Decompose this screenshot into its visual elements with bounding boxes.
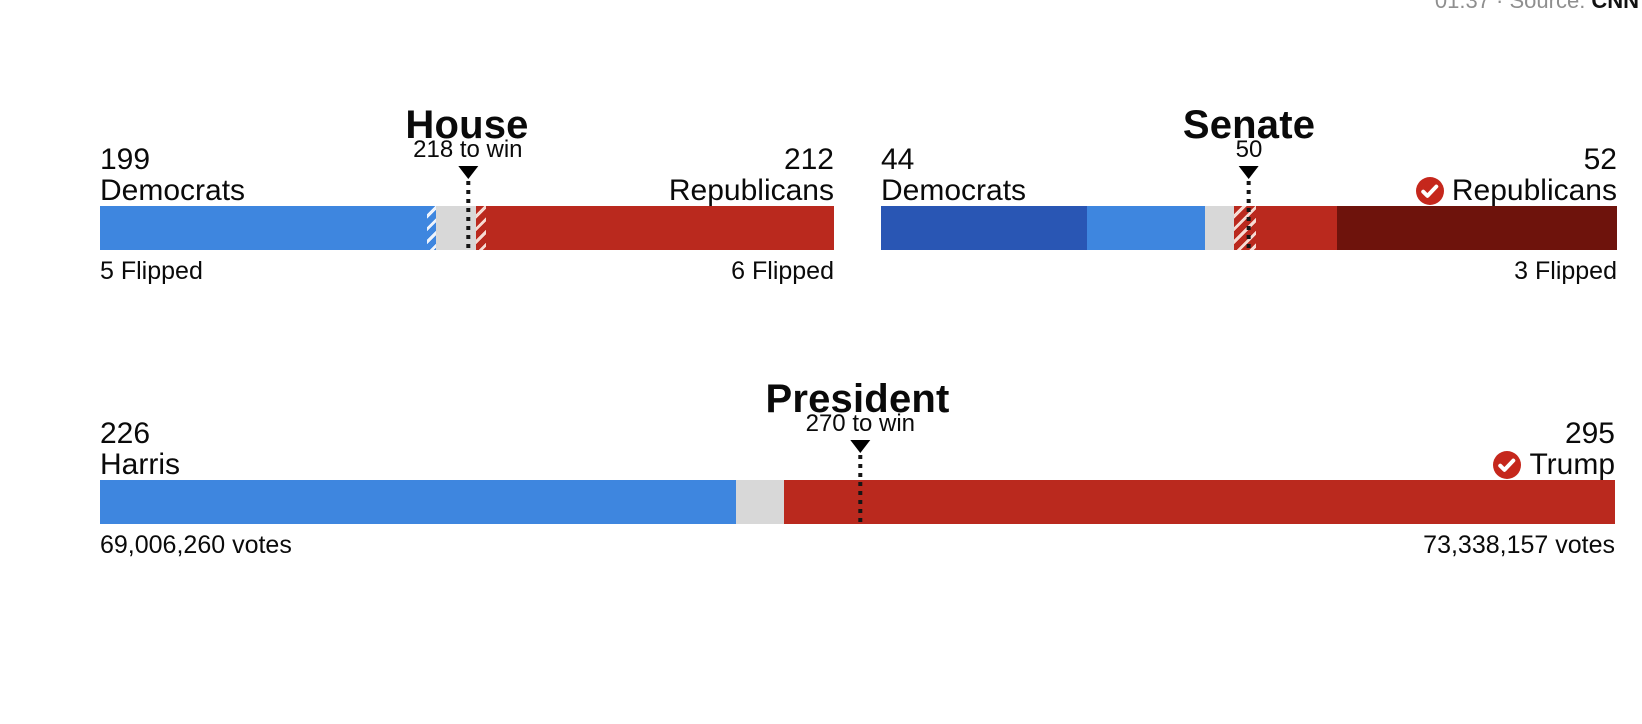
marker-triangle-icon (850, 440, 871, 453)
senate-democrats-name: Democrats (881, 174, 1027, 207)
attribution-brand: CNN (1591, 0, 1639, 13)
house-republicans-count: 212 (783, 143, 834, 176)
marker-triangle-icon (457, 166, 478, 179)
attribution: 01:37 · Source: CNN (1435, 0, 1639, 13)
race-title-house: House (405, 103, 529, 148)
marker-dotted-line (858, 455, 863, 526)
house-republicans-block: 212 Republicans (669, 144, 834, 206)
bar-segment-republicans-held (486, 206, 834, 250)
senate-democrats-block: 44 Democrats (881, 144, 1026, 206)
bar-segment-trump-won (784, 480, 1615, 524)
president-trump-block: 295 Trump (1493, 418, 1615, 480)
bar-segment-undecided (1204, 206, 1235, 250)
president-harris-name: Harris (100, 448, 180, 481)
senate-republicans-block: 52 Republicans (1415, 143, 1617, 207)
president-votes-left: 69,006,260 votes (100, 531, 292, 559)
bar-segment-democrats-flipped (427, 206, 436, 250)
bar-segment-democrats-won (1087, 206, 1205, 250)
house-democrats-block: 199 Democrats (100, 144, 245, 206)
winner-check-icon (1493, 450, 1522, 479)
senate-balance-bar (881, 206, 1617, 250)
race-title-senate: Senate (1182, 103, 1316, 148)
to-win-label: 218 to win (413, 136, 523, 163)
race-section-president: President 270 to win 226 Harris 295 Trum… (100, 346, 1615, 561)
bar-segment-republicans-won (1256, 206, 1338, 250)
to-win-label: 270 to win (805, 410, 916, 437)
race-title-president: President (765, 377, 950, 422)
house-republicans-name: Republicans (668, 174, 834, 207)
president-balance-bar (100, 480, 1615, 524)
marker-triangle-icon (1238, 166, 1259, 179)
bar-segment-harris-won (100, 480, 737, 524)
senate-republicans-count: 52 (1583, 143, 1617, 176)
bar-segment-democrats-not-up (881, 206, 1088, 250)
to-win-label: 50 (1235, 136, 1263, 163)
house-flipped-left: 5 Flipped (100, 257, 203, 285)
house-balance-bar (100, 206, 834, 250)
bar-segment-republicans-flipped (476, 206, 487, 250)
president-harris-block: 226 Harris (100, 418, 180, 480)
attribution-time-source: 01:37 · Source: (1434, 0, 1586, 13)
president-harris-count: 226 (100, 417, 151, 450)
bar-segment-democrats-held (100, 206, 428, 250)
bar-segment-undecided (736, 480, 785, 524)
to-win-marker-senate: 50 (1235, 136, 1263, 252)
president-trump-name: Trump (1529, 448, 1615, 481)
president-votes-right: 73,338,157 votes (1423, 531, 1615, 559)
senate-flipped-right: 3 Flipped (1514, 257, 1617, 285)
race-section-senate: Senate 50 44 Democrats 52 Republicans 3 (881, 72, 1617, 287)
to-win-marker-president: 270 to win (806, 412, 915, 526)
senate-republicans-name: Republicans (1451, 174, 1617, 207)
race-section-house: House 218 to win 199 Democrats 212 Repub… (100, 72, 834, 287)
house-democrats-name: Democrats (100, 174, 246, 207)
house-flipped-right: 6 Flipped (731, 257, 834, 285)
president-trump-count: 295 (1564, 417, 1615, 450)
marker-dotted-line (1246, 181, 1251, 252)
bar-segment-republicans-not-up (1337, 206, 1617, 250)
house-democrats-count: 199 (100, 143, 151, 176)
winner-check-icon (1415, 176, 1444, 205)
senate-democrats-count: 44 (881, 143, 915, 176)
to-win-marker-house: 218 to win (413, 136, 523, 252)
marker-dotted-line (465, 181, 470, 252)
